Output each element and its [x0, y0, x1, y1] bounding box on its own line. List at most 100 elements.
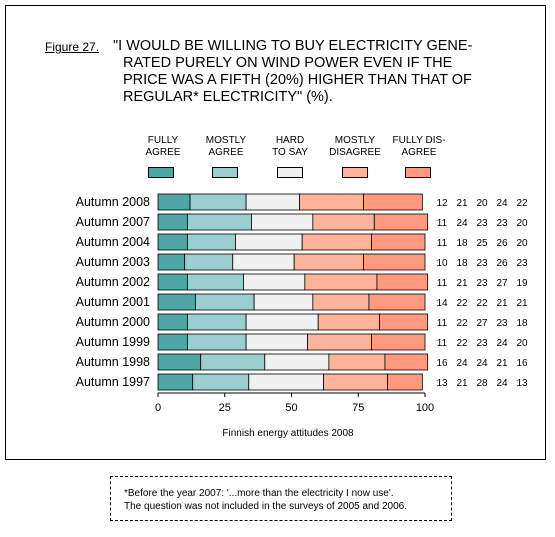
- bar-segment: [293, 253, 364, 271]
- footnote-line-1: *Before the year 2007: '...more than the…: [124, 488, 394, 499]
- figure-label: Figure 27.: [45, 40, 100, 54]
- legend-label-fully-disagree: FULLY DIS- AGREE: [392, 135, 446, 158]
- value-label: 21: [456, 378, 468, 389]
- value-label: 21: [496, 358, 508, 369]
- bar-segment: [363, 193, 423, 211]
- bar-segment: [264, 353, 330, 371]
- category-label: Autumn 2003: [76, 255, 150, 269]
- value-label: 24: [456, 218, 468, 229]
- x-tick-label: 25: [219, 402, 231, 414]
- value-label: 19: [516, 278, 528, 289]
- legend-swatch-hard-to-say: [277, 167, 303, 178]
- value-label: 16: [516, 358, 528, 369]
- bar-segment: [232, 253, 295, 271]
- chart-title: "I WOULD BE WILLING TO BUY ELECTRICITY G…: [113, 38, 533, 106]
- bar-segment: [157, 253, 186, 271]
- category-label: Autumn 2004: [76, 235, 150, 249]
- bar-segment: [192, 373, 250, 391]
- value-label: 21: [496, 298, 508, 309]
- bar-segment: [312, 213, 375, 231]
- value-label: 27: [496, 278, 508, 289]
- bar-segment: [186, 213, 252, 231]
- value-label: 23: [476, 278, 488, 289]
- bar-segment: [368, 293, 426, 311]
- bar-segment: [312, 293, 370, 311]
- value-label: 18: [456, 238, 468, 249]
- category-label: Autumn 1998: [76, 355, 150, 369]
- value-label: 25: [476, 238, 488, 249]
- legend-swatch-mostly-agree: [212, 167, 238, 178]
- category-label: Autumn 2002: [76, 275, 150, 289]
- value-label: 28: [476, 378, 488, 389]
- value-label: 24: [496, 338, 508, 349]
- value-label: 23: [496, 318, 508, 329]
- value-label: 24: [496, 378, 508, 389]
- legend-label-mostly-agree: MOSTLY AGREE: [205, 135, 247, 158]
- bar-segment: [299, 193, 364, 211]
- value-label: 27: [476, 318, 488, 329]
- value-label: 11: [437, 278, 448, 289]
- bar-segment: [251, 213, 314, 231]
- bar-segment: [157, 333, 188, 351]
- value-label: 21: [456, 198, 468, 209]
- legend-swatch-mostly-disagree: [342, 167, 368, 178]
- value-label: 23: [496, 218, 508, 229]
- value-label: 23: [476, 338, 488, 349]
- value-label: 16: [436, 358, 448, 369]
- bar-segment: [245, 193, 300, 211]
- bar-segment: [301, 233, 372, 251]
- value-label: 24: [496, 198, 508, 209]
- category-label: Autumn 1999: [76, 335, 150, 349]
- value-label: 18: [456, 258, 468, 269]
- value-label: 22: [456, 298, 468, 309]
- footnote-box: *Before the year 2007: '...more than the…: [110, 476, 452, 521]
- bar-segment: [323, 373, 389, 391]
- x-tick-label: 100: [416, 402, 434, 414]
- value-label: 23: [516, 258, 528, 269]
- legend-swatch-fully-disagree: [405, 167, 431, 178]
- legend-label-mostly-disagree: MOSTLY DISAGREE: [329, 135, 381, 158]
- bar-segment: [157, 193, 191, 211]
- value-label: 11: [437, 318, 448, 329]
- bar-segment: [387, 373, 423, 391]
- bar-segment: [371, 233, 426, 251]
- value-label: 22: [476, 298, 488, 309]
- x-tick-label: 75: [352, 402, 364, 414]
- value-label: 22: [456, 318, 468, 329]
- bar-segment: [245, 333, 308, 351]
- value-label: 26: [496, 258, 508, 269]
- title-line-4: REGULAR* ELECTRICITY" (%).: [123, 89, 333, 105]
- bar-segment: [243, 273, 306, 291]
- bar-segment: [317, 313, 381, 331]
- bar-segment: [157, 353, 202, 371]
- value-label: 21: [456, 278, 468, 289]
- bar-segment: [253, 293, 314, 311]
- value-label: 24: [476, 358, 488, 369]
- value-label: 14: [436, 298, 448, 309]
- bar-segment: [307, 333, 372, 351]
- bar-segment: [194, 293, 255, 311]
- bar-segment: [157, 233, 188, 251]
- value-label: 21: [516, 298, 528, 309]
- value-label: 10: [436, 258, 448, 269]
- bar-segment: [186, 313, 247, 331]
- value-label: 11: [437, 218, 448, 229]
- bar-segment: [189, 193, 247, 211]
- value-label: 18: [516, 318, 528, 329]
- bar-segment: [328, 353, 386, 371]
- footnote-line-2: The question was not included in the sur…: [124, 501, 407, 512]
- value-label: 12: [436, 198, 448, 209]
- bar-segment: [157, 293, 196, 311]
- value-label: 23: [476, 218, 488, 229]
- value-label: 20: [516, 338, 528, 349]
- x-tick-label: 0: [155, 402, 161, 414]
- category-label: Autumn 1997: [76, 375, 150, 389]
- figure-frame: [5, 5, 546, 460]
- bar-segment: [373, 213, 429, 231]
- value-label: 22: [516, 198, 528, 209]
- value-label: 24: [456, 358, 468, 369]
- bar-segment: [157, 313, 188, 331]
- value-label: 13: [436, 378, 448, 389]
- bar-segment: [248, 373, 324, 391]
